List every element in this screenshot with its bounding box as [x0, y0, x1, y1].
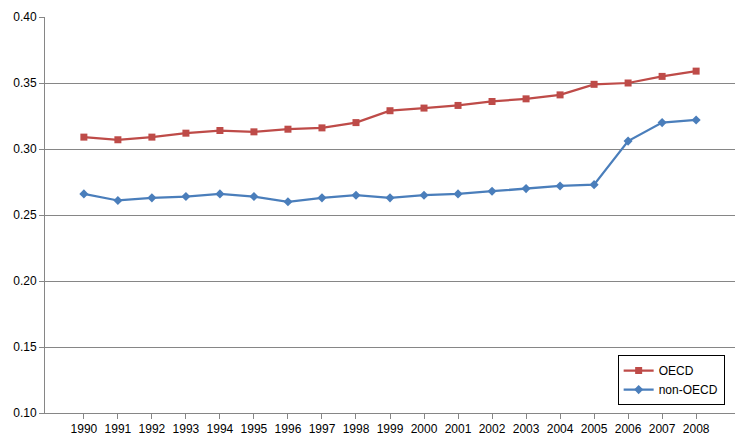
- svg-text:2005: 2005: [581, 422, 608, 436]
- svg-text:1994: 1994: [207, 422, 234, 436]
- svg-text:0.35: 0.35: [13, 76, 37, 90]
- svg-text:2002: 2002: [479, 422, 506, 436]
- svg-text:1991: 1991: [105, 422, 132, 436]
- svg-text:1992: 1992: [139, 422, 166, 436]
- svg-text:1997: 1997: [309, 422, 336, 436]
- svg-text:0.25: 0.25: [13, 208, 37, 222]
- svg-text:1990: 1990: [71, 422, 98, 436]
- svg-text:2003: 2003: [513, 422, 540, 436]
- svg-text:0.30: 0.30: [13, 142, 37, 156]
- svg-text:1999: 1999: [377, 422, 404, 436]
- svg-text:1993: 1993: [173, 422, 200, 436]
- svg-text:0.40: 0.40: [13, 10, 37, 24]
- svg-text:1996: 1996: [275, 422, 302, 436]
- svg-text:0.15: 0.15: [13, 340, 37, 354]
- svg-text:2001: 2001: [445, 422, 472, 436]
- svg-text:2004: 2004: [547, 422, 574, 436]
- svg-text:2006: 2006: [615, 422, 642, 436]
- svg-text:2000: 2000: [411, 422, 438, 436]
- svg-text:1998: 1998: [343, 422, 370, 436]
- svg-text:OECD: OECD: [659, 364, 694, 378]
- svg-text:non-OECD: non-OECD: [659, 383, 718, 397]
- svg-text:0.10: 0.10: [13, 406, 37, 420]
- svg-text:2007: 2007: [649, 422, 676, 436]
- svg-text:0.20: 0.20: [13, 274, 37, 288]
- svg-text:1995: 1995: [241, 422, 268, 436]
- svg-text:2008: 2008: [683, 422, 710, 436]
